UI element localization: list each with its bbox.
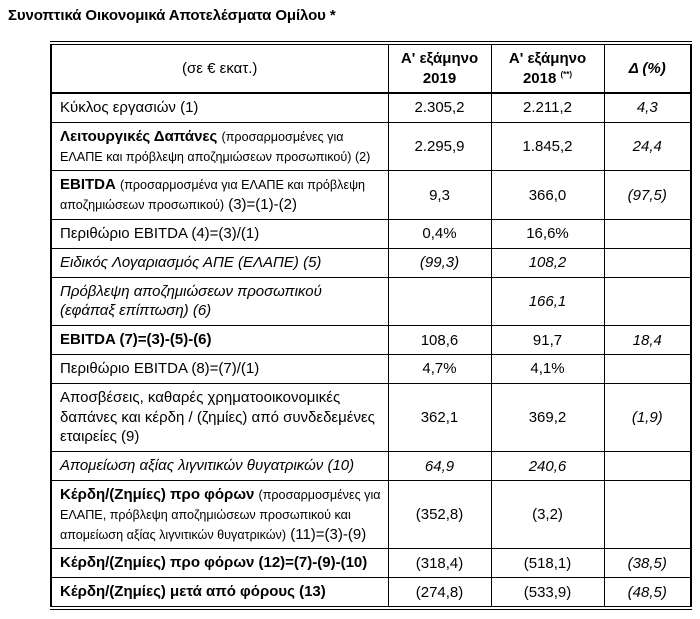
value-2019: 4,7% bbox=[387, 353, 492, 384]
row-label-part: Περιθώριο EBITDA (4)=(3)/(1) bbox=[60, 224, 260, 242]
value-2019: (318,4) bbox=[387, 548, 492, 579]
table-row: EBITDA (προσαρμοσμένα για ΕΛΑΠΕ και πρόβ… bbox=[50, 170, 692, 220]
value-2018: 91,7 bbox=[490, 325, 605, 355]
value-2018: 240,6 bbox=[490, 451, 605, 481]
row-label-part: Απομείωση αξίας λιγνιτικών θυγατρικών (1… bbox=[60, 457, 355, 475]
column-header-2019: Α' εξάμηνο 2019 bbox=[387, 42, 492, 94]
table-header-row: (σε € εκατ.) Α' εξάμηνο 2019 Α' εξάμηνο … bbox=[50, 42, 692, 94]
value-2018: 366,0 bbox=[490, 170, 605, 220]
row-label-part: Περιθώριο EBITDA (8)=(7)/(1) bbox=[60, 359, 260, 377]
row-label: Κέρδη/(Ζημίες) μετά από φόρους (13) bbox=[50, 577, 389, 609]
value-2018: 4,1% bbox=[490, 353, 605, 384]
value-delta: 18,4 bbox=[603, 325, 692, 355]
value-2019: 2.295,9 bbox=[387, 121, 492, 172]
results-table-body: Κύκλος εργασιών (1) 2.305,2 2.211,2 4,3 Λειτ… bbox=[50, 92, 692, 609]
row-label-part: EBITDA bbox=[60, 176, 116, 194]
results-table: (σε € εκατ.) Α' εξάμηνο 2019 Α' εξάμηνο … bbox=[50, 41, 692, 610]
table-row: Περιθώριο EBITDA (8)=(7)/(1) 4,7% 4,1% bbox=[50, 353, 692, 384]
value-delta bbox=[603, 218, 692, 249]
row-label-part: Κέρδη/(Ζημίες) προ φόρων bbox=[60, 485, 255, 503]
value-2019: 2.305,2 bbox=[387, 92, 492, 123]
row-label-part: (3)=(1)-(2) bbox=[228, 196, 297, 214]
value-2018: 369,2 bbox=[490, 382, 605, 453]
table-row: Απομείωση αξίας λιγνιτικών θυγατρικών (1… bbox=[50, 451, 692, 481]
row-label: Ειδικός Λογαριασμός ΑΠΕ (ΕΛΑΠΕ) (5) bbox=[50, 247, 389, 278]
row-label-part: Κέρδη/(Ζημίες) προ φόρων (12)=(7)-(9)-(1… bbox=[60, 554, 368, 572]
value-2018: 2.211,2 bbox=[490, 92, 605, 123]
row-label-part: Ειδικός Λογαριασμός ΑΠΕ (ΕΛΑΠΕ) (5) bbox=[60, 253, 322, 271]
row-label-part: (προσαρμοσμένες για ΕΛΑΠΕ και πρόβλεψη α… bbox=[60, 129, 371, 164]
value-2018: (533,9) bbox=[490, 577, 605, 609]
footnote-ref-mark: (**) bbox=[560, 69, 573, 79]
row-label: Αποσβέσεις, καθαρές χρηματοοικονομικές δ… bbox=[50, 382, 389, 453]
value-2019: (352,8) bbox=[387, 479, 492, 550]
value-2018: 16,6% bbox=[490, 218, 605, 249]
value-2018: 1.845,2 bbox=[490, 121, 605, 172]
column-header-delta: Δ (%) bbox=[603, 42, 692, 94]
row-label: EBITDA (προσαρμοσμένα για ΕΛΑΠΕ και πρόβ… bbox=[50, 170, 389, 220]
value-2019: 108,6 bbox=[387, 325, 492, 355]
row-label-part: Κέρδη/(Ζημίες) μετά από φόρους (13) bbox=[60, 583, 326, 601]
row-label-part: Αποσβέσεις, καθαρές χρηματοοικονομικές δ… bbox=[60, 388, 375, 446]
value-2019: (99,3) bbox=[387, 247, 492, 278]
table-row: Λειτουργικές Δαπάνες (προσαρμοσμένες για… bbox=[50, 121, 692, 172]
column-header-2018: Α' εξάμηνο 2018 (**) bbox=[490, 42, 605, 94]
row-label: Περιθώριο EBITDA (8)=(7)/(1) bbox=[50, 353, 389, 384]
value-delta bbox=[603, 276, 692, 327]
row-label-part: EBITDA (7)=(3)-(5)-(6) bbox=[60, 331, 212, 349]
row-label-part: (προσαρμοσμένες για ΕΛΑΠΕ, πρόβλεψη αποζ… bbox=[60, 487, 381, 542]
value-delta bbox=[603, 353, 692, 384]
table-row: Κύκλος εργασιών (1) 2.305,2 2.211,2 4,3 bbox=[50, 92, 692, 123]
row-label: Κύκλος εργασιών (1) bbox=[50, 92, 389, 123]
value-2018: (3,2) bbox=[490, 479, 605, 550]
row-label: Περιθώριο EBITDA (4)=(3)/(1) bbox=[50, 218, 389, 249]
value-2019: 362,1 bbox=[387, 382, 492, 453]
table-row: Ειδικός Λογαριασμός ΑΠΕ (ΕΛΑΠΕ) (5) (99,3… bbox=[50, 247, 692, 278]
unit-label: (σε € εκατ.) bbox=[50, 42, 389, 94]
row-label: Πρόβλεψη αποζημιώσεων προσωπικού (εφάπαξ … bbox=[50, 276, 389, 327]
row-label: EBITDA (7)=(3)-(5)-(6) bbox=[50, 325, 389, 355]
table-row: Αποσβέσεις, καθαρές χρηματοοικονομικές δ… bbox=[50, 382, 692, 453]
value-delta: 4,3 bbox=[603, 92, 692, 123]
value-delta: (1,9) bbox=[603, 382, 692, 453]
value-delta: 24,4 bbox=[603, 121, 692, 172]
col-2018-line2: 2018 bbox=[522, 69, 557, 87]
row-label: Κέρδη/(Ζημίες) προ φόρων (προσαρμοσμένες… bbox=[50, 479, 389, 550]
col-2018-line1: Α' εξάμηνο bbox=[508, 50, 587, 67]
value-2018: 108,2 bbox=[490, 247, 605, 278]
value-2018: 166,1 bbox=[490, 276, 605, 327]
value-delta bbox=[603, 479, 692, 550]
table-row: Κέρδη/(Ζημίες) προ φόρων (προσαρμοσμένες… bbox=[50, 479, 692, 550]
value-delta bbox=[603, 451, 692, 481]
row-label-part: (προσαρμοσμένα για ΕΛΑΠΕ και πρόβλεψη απ… bbox=[60, 178, 366, 213]
value-2019: 64,9 bbox=[387, 451, 492, 481]
value-2019: (274,8) bbox=[387, 577, 492, 609]
row-label-part: (11)=(3)-(9) bbox=[290, 525, 367, 543]
row-label-part: Λειτουργικές Δαπάνες bbox=[60, 127, 218, 145]
value-delta: (97,5) bbox=[603, 170, 692, 220]
table-row: Κέρδη/(Ζημίες) προ φόρων (12)=(7)-(9)-(1… bbox=[50, 548, 692, 579]
row-label-part: Κύκλος εργασιών (1) bbox=[60, 99, 199, 116]
value-2019: 9,3 bbox=[387, 170, 492, 220]
table-row: Κέρδη/(Ζημίες) μετά από φόρους (13) (274,… bbox=[50, 577, 692, 609]
page-title: Συνοπτικά Οικονομικά Αποτελέσματα Ομίλου… bbox=[8, 7, 336, 24]
col-2019-line1: Α' εξάμηνο bbox=[400, 50, 479, 67]
value-2019 bbox=[387, 276, 492, 327]
value-2018: (518,1) bbox=[490, 548, 605, 579]
value-delta: (38,5) bbox=[603, 548, 692, 579]
col-2019-line2: 2019 bbox=[422, 69, 457, 87]
table-row: Περιθώριο EBITDA (4)=(3)/(1) 0,4% 16,6% bbox=[50, 218, 692, 249]
row-label: Λειτουργικές Δαπάνες (προσαρμοσμένες για… bbox=[50, 121, 389, 172]
row-label-part: Πρόβλεψη αποζημιώσεων προσωπικού bbox=[60, 282, 322, 300]
row-label: Απομείωση αξίας λιγνιτικών θυγατρικών (1… bbox=[50, 451, 389, 481]
table-row: EBITDA (7)=(3)-(5)-(6) 108,6 91,7 18,4 bbox=[50, 325, 692, 355]
row-label-part: (εφάπαξ επίπτωση) (6) bbox=[60, 302, 212, 320]
value-2019: 0,4% bbox=[387, 218, 492, 249]
value-delta bbox=[603, 247, 692, 278]
row-label: Κέρδη/(Ζημίες) προ φόρων (12)=(7)-(9)-(1… bbox=[50, 548, 389, 579]
value-delta: (48,5) bbox=[603, 577, 692, 609]
table-row: Πρόβλεψη αποζημιώσεων προσωπικού (εφάπαξ … bbox=[50, 276, 692, 327]
